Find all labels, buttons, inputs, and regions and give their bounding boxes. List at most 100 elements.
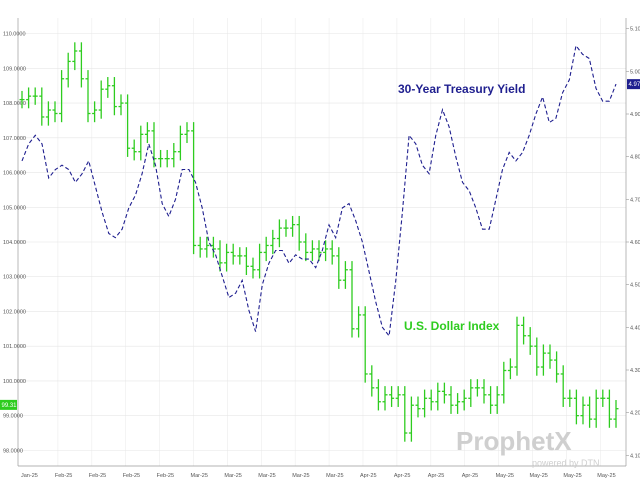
dollar-bar — [382, 386, 388, 411]
dollar-bar — [85, 70, 91, 123]
right-tick-label: 4.400 — [630, 325, 640, 331]
dollar-bar — [560, 365, 566, 407]
dollar-bar — [263, 236, 269, 262]
right-axis-ticks: 5.100 5.000 4.900 4.800 4.700 4.600 4.500 4.400… — [626, 27, 640, 459]
x-tick-label: May-25 — [530, 473, 548, 479]
left-tick-label: 110.0000 — [3, 32, 26, 38]
dollar-bar — [65, 52, 71, 88]
right-tick-label: 4.600 — [630, 240, 640, 246]
x-axis-ticks: Jan-25 Feb-25 Feb-25 Feb-25 Feb-25 Mar-25 Mar-… — [21, 473, 616, 479]
dollar-bar — [501, 361, 507, 404]
dollar-bar — [283, 219, 289, 237]
dollar-bar — [573, 389, 579, 425]
dollar-bar — [600, 389, 606, 407]
right-tick-label: 4.800 — [630, 155, 640, 161]
dollar-bar — [362, 306, 368, 383]
last-value-badges: 99.31 4.97 — [0, 79, 640, 410]
dollar-bar — [606, 389, 612, 428]
left-tick-label: 105.0000 — [3, 205, 26, 211]
watermark-brand: ProphetX — [456, 426, 572, 456]
x-tick-label: Apr-25 — [360, 473, 377, 479]
left-tick-label: 106.0000 — [3, 171, 26, 177]
x-tick-label: May-25 — [563, 473, 581, 479]
dollar-bar — [474, 379, 480, 397]
dollar-bar — [428, 389, 434, 411]
dollar-bar — [547, 344, 553, 369]
right-tick-label: 5.100 — [630, 27, 640, 33]
dollar-bar — [316, 240, 322, 262]
dollar-bar — [415, 396, 421, 418]
left-tick-label: 98.0000 — [3, 448, 23, 454]
left-tick-label: 101.0000 — [3, 344, 26, 350]
x-tick-label: Feb-25 — [55, 473, 72, 479]
dollar-bar — [111, 77, 117, 116]
dollar-bar — [144, 122, 150, 144]
left-axis-ticks: 110.0000 109.0000 108.0000 107.0000 106.0000… — [3, 32, 26, 455]
dollar-bar — [59, 70, 65, 123]
dollar-bar — [270, 229, 276, 255]
left-tick-label: 109.0000 — [3, 66, 26, 72]
x-tick-label: Mar-25 — [258, 473, 275, 479]
dollar-bar — [243, 247, 249, 275]
dollar-bar — [204, 236, 210, 258]
dollar-bar — [131, 139, 137, 161]
dollar-bar — [303, 233, 309, 262]
x-tick-label: Apr-25 — [462, 473, 479, 479]
dollar-bar — [92, 101, 98, 123]
treasury-yield-series — [21, 44, 617, 338]
x-tick-label: Feb-25 — [157, 473, 174, 479]
dollar-bar — [191, 122, 197, 255]
dollar-bar — [72, 42, 78, 71]
left-last-value-badge: 99.31 — [0, 399, 17, 410]
dollar-bar — [323, 240, 329, 262]
right-tick-label: 4.700 — [630, 197, 640, 203]
x-tick-label: Feb-25 — [89, 473, 106, 479]
left-tick-label: 107.0000 — [3, 136, 26, 142]
dollar-bar — [441, 382, 447, 404]
dollar-index-series — [19, 42, 619, 442]
right-last-value-badge: 4.97 — [627, 79, 640, 90]
dollar-bar — [593, 389, 599, 428]
dollar-bar — [402, 386, 408, 442]
dollar-bar — [336, 247, 342, 289]
dollar-bar — [52, 101, 58, 123]
right-tick-label: 4.100 — [630, 453, 640, 459]
dollar-bar — [567, 389, 573, 407]
right-tick-label: 4.200 — [630, 411, 640, 417]
dollar-bar — [613, 400, 619, 428]
dollar-bar — [230, 243, 236, 265]
dollar-bar — [296, 215, 302, 251]
dollar-bar — [276, 219, 282, 248]
right-tick-label: 4.500 — [630, 283, 640, 289]
dollar-bar — [481, 379, 487, 404]
prophetx-watermark: ProphetX powered by DTN — [456, 426, 600, 468]
dollar-bar — [184, 122, 190, 144]
dollar-bar — [250, 257, 256, 279]
dollar-bar — [507, 358, 513, 380]
left-tick-label: 100.0000 — [3, 379, 26, 385]
dollar-bar — [540, 344, 546, 376]
right-tick-label: 4.900 — [630, 112, 640, 118]
watermark-tagline: powered by DTN — [532, 458, 600, 468]
dollar-bar — [488, 386, 494, 414]
x-tick-label: Mar-25 — [292, 473, 309, 479]
dollar-bar — [39, 87, 45, 126]
dollar-bar — [455, 393, 461, 414]
dollar-bar — [356, 306, 362, 338]
treasury-yield-annotation: 30-Year Treasury Yield — [398, 82, 525, 96]
dollar-bar — [422, 389, 428, 418]
dollar-bar — [98, 80, 104, 119]
dollar-bar — [494, 386, 500, 414]
dollar-bar — [125, 94, 131, 157]
left-tick-label: 104.0000 — [3, 240, 26, 246]
dollar-bar — [171, 143, 177, 168]
dollar-bar — [375, 379, 381, 411]
dollar-bar — [32, 87, 38, 105]
dollar-bar — [290, 215, 296, 237]
dollar-bar — [514, 316, 520, 376]
x-tick-label: Apr-25 — [428, 473, 445, 479]
dollar-bar — [197, 236, 203, 258]
dollar-bar — [26, 87, 32, 109]
dollar-bar — [237, 247, 243, 265]
